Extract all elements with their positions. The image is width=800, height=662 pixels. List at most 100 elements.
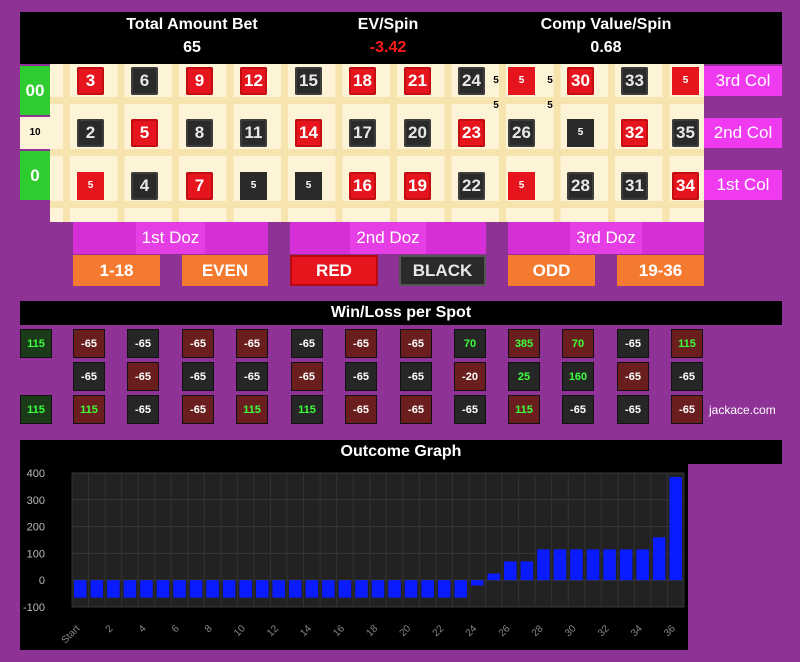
number-spot[interactable]: 21 — [404, 67, 431, 95]
number-spot[interactable]: 32 — [621, 119, 648, 147]
win-loss-cell: -65 — [291, 329, 323, 358]
number-spot[interactable]: 26 — [508, 119, 535, 147]
number-spot[interactable]: 7 — [186, 172, 213, 200]
number-spot[interactable]: 28 — [567, 172, 594, 200]
number-spot[interactable]: 31 — [621, 172, 648, 200]
number-spot[interactable]: 2 — [77, 119, 104, 147]
split-bet-chip[interactable]: 5 — [547, 100, 553, 111]
number-spot[interactable]: 4 — [131, 172, 158, 200]
number-spot[interactable]: 8 — [186, 119, 213, 147]
x-tick-label: 16 — [331, 623, 347, 639]
outcome-bar — [272, 580, 286, 598]
number-spot[interactable]: 22 — [458, 172, 485, 200]
zero-spot[interactable]: 0 — [20, 151, 50, 200]
win-loss-cell: -65 — [236, 362, 268, 391]
split-bet-chip[interactable]: 5 — [547, 75, 553, 86]
bet-chip-spot[interactable]: 5 — [672, 67, 699, 95]
outcome-bar — [454, 580, 467, 598]
number-spot[interactable]: 17 — [349, 119, 376, 147]
outcome-bar — [652, 537, 666, 581]
win-loss-cell: 25 — [508, 362, 540, 391]
outcome-bar — [189, 580, 203, 598]
number-spot[interactable]: 3 — [77, 67, 104, 95]
number-spot[interactable]: 14 — [295, 119, 322, 147]
win-loss-cell: -65 — [400, 395, 432, 424]
x-tick-label: 36 — [662, 623, 678, 639]
win-loss-cell: -65 — [182, 329, 214, 358]
x-tick-label: 30 — [563, 623, 579, 639]
number-spot[interactable]: 19 — [404, 172, 431, 200]
number-spot[interactable]: 35 — [672, 119, 699, 147]
outcome-bar — [437, 580, 451, 598]
bet-chip-spot[interactable]: 5 — [508, 172, 535, 200]
number-spot[interactable]: 12 — [240, 67, 267, 95]
third-column-bet[interactable]: 3rd Col — [704, 66, 782, 96]
outcome-bar — [156, 580, 170, 598]
black-bet[interactable]: BLACK — [399, 255, 486, 286]
odd-bet[interactable]: ODD — [508, 255, 595, 286]
outcome-bar — [222, 580, 236, 598]
comp-stat: Comp Value/Spin 0.68 — [496, 12, 716, 57]
number-spot[interactable]: 16 — [349, 172, 376, 200]
split-bet-chip[interactable]: 5 — [493, 75, 499, 86]
first-column-bet[interactable]: 1st Col — [704, 170, 782, 200]
y-tick-label: 100 — [27, 548, 45, 560]
win-loss-cell: 70 — [562, 329, 594, 358]
win-loss-cell: -65 — [345, 395, 377, 424]
split-bet-chip[interactable]: 5 — [493, 100, 499, 111]
number-spot[interactable]: 33 — [621, 67, 648, 95]
outcome-bar — [404, 580, 418, 598]
number-spot[interactable]: 18 — [349, 67, 376, 95]
x-tick-label: 28 — [530, 623, 546, 639]
win-loss-cell: 115 — [508, 395, 540, 424]
third-dozen-bet[interactable]: 3rd Doz — [508, 222, 704, 254]
x-tick-label: 26 — [497, 623, 513, 639]
bet-chip-spot[interactable]: 5 — [77, 172, 104, 200]
bet-chip-spot[interactable]: 5 — [567, 119, 594, 147]
number-spot[interactable]: 6 — [131, 67, 158, 95]
second-dozen-bet[interactable]: 2nd Doz — [290, 222, 486, 254]
win-loss-cell: 115 — [73, 395, 105, 424]
number-spot[interactable]: 9 — [186, 67, 213, 95]
x-tick-label: 12 — [265, 623, 281, 639]
outcome-bar — [74, 580, 87, 598]
win-loss-cell: 115 — [291, 395, 323, 424]
number-spot[interactable]: 24 — [458, 67, 485, 95]
first-dozen-bet[interactable]: 1st Doz — [73, 222, 268, 254]
outcome-bar — [388, 580, 401, 598]
win-loss-cell: -65 — [671, 395, 703, 424]
y-tick-label: -100 — [23, 602, 45, 614]
double-zero-spot[interactable]: 00 — [20, 66, 50, 115]
x-tick-label: 6 — [170, 623, 182, 635]
win-loss-cell: -65 — [236, 329, 268, 358]
y-tick-label: 200 — [27, 522, 45, 534]
number-spot[interactable]: 23 — [458, 119, 485, 147]
total-bet-value: 65 — [183, 39, 201, 56]
number-spot[interactable]: 15 — [295, 67, 322, 95]
even-bet[interactable]: EVEN — [182, 255, 268, 286]
total-bet-stat: Total Amount Bet 65 — [82, 12, 302, 57]
bet-chip-spot[interactable]: 5 — [508, 67, 535, 95]
bet-chip-spot[interactable]: 5 — [295, 172, 322, 200]
outcome-bar — [553, 549, 567, 581]
number-spot[interactable]: 30 — [567, 67, 594, 95]
number-spot[interactable]: 11 — [240, 119, 267, 147]
win-loss-cell: -65 — [617, 362, 649, 391]
zero-split-chip[interactable]: 10 — [20, 117, 50, 149]
jackace-watermark: jackace.com — [709, 403, 776, 417]
high-19-36-bet[interactable]: 19-36 — [617, 255, 704, 286]
bet-chip-spot[interactable]: 5 — [240, 172, 267, 200]
number-spot[interactable]: 34 — [672, 172, 699, 200]
x-tick-label: 24 — [464, 623, 480, 639]
red-bet[interactable]: RED — [290, 255, 378, 286]
x-tick-label: 22 — [431, 623, 447, 639]
number-spot[interactable]: 5 — [131, 119, 158, 147]
number-spot[interactable]: 20 — [404, 119, 431, 147]
ev-label: EV/Spin — [357, 16, 419, 33]
low-1-18-bet[interactable]: 1-18 — [73, 255, 160, 286]
outcome-bar — [305, 580, 319, 598]
second-column-bet[interactable]: 2nd Col — [704, 118, 782, 148]
y-tick-label: 0 — [39, 575, 45, 587]
win-loss-cell: -65 — [182, 395, 214, 424]
